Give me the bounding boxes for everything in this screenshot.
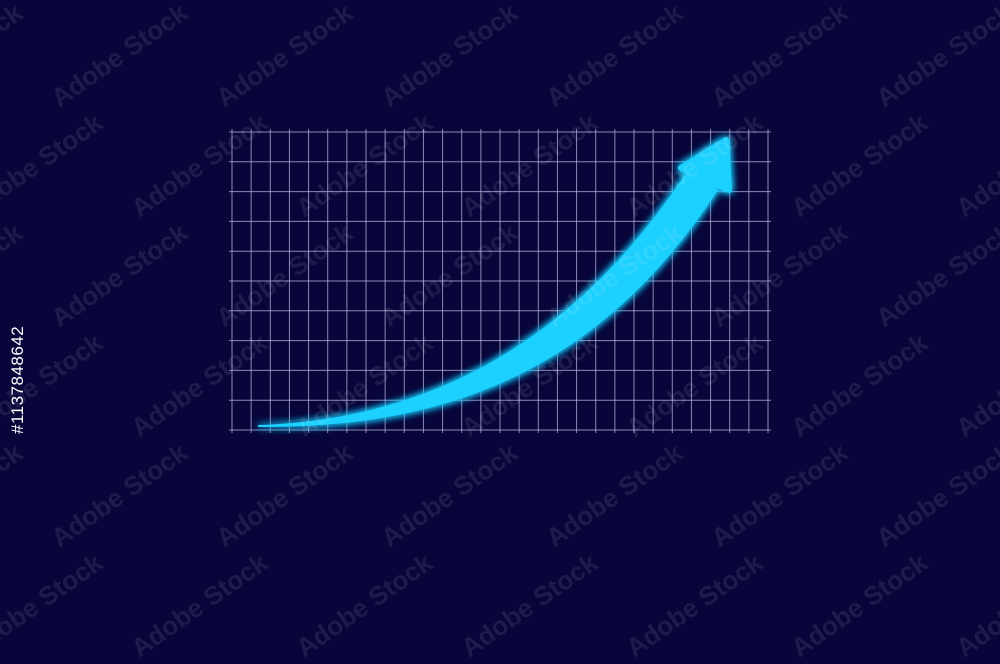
watermark-text: Adobe Stock <box>455 547 603 663</box>
watermark-text: Adobe Stock <box>950 547 1000 663</box>
arrow-body <box>258 170 718 428</box>
growth-graphic <box>229 129 771 433</box>
watermark-text: Adobe Stock <box>785 547 933 663</box>
arrow-head <box>678 137 732 193</box>
stock-id-label: #1137848642 <box>8 325 27 434</box>
watermark-text: Adobe Stock <box>125 547 273 663</box>
watermark-text: Adobe Stock <box>0 547 108 663</box>
upward-trend-arrow-icon <box>258 137 732 428</box>
watermark-text: Adobe Stock <box>620 547 768 663</box>
watermark-text: Adobe Stock <box>290 547 438 663</box>
